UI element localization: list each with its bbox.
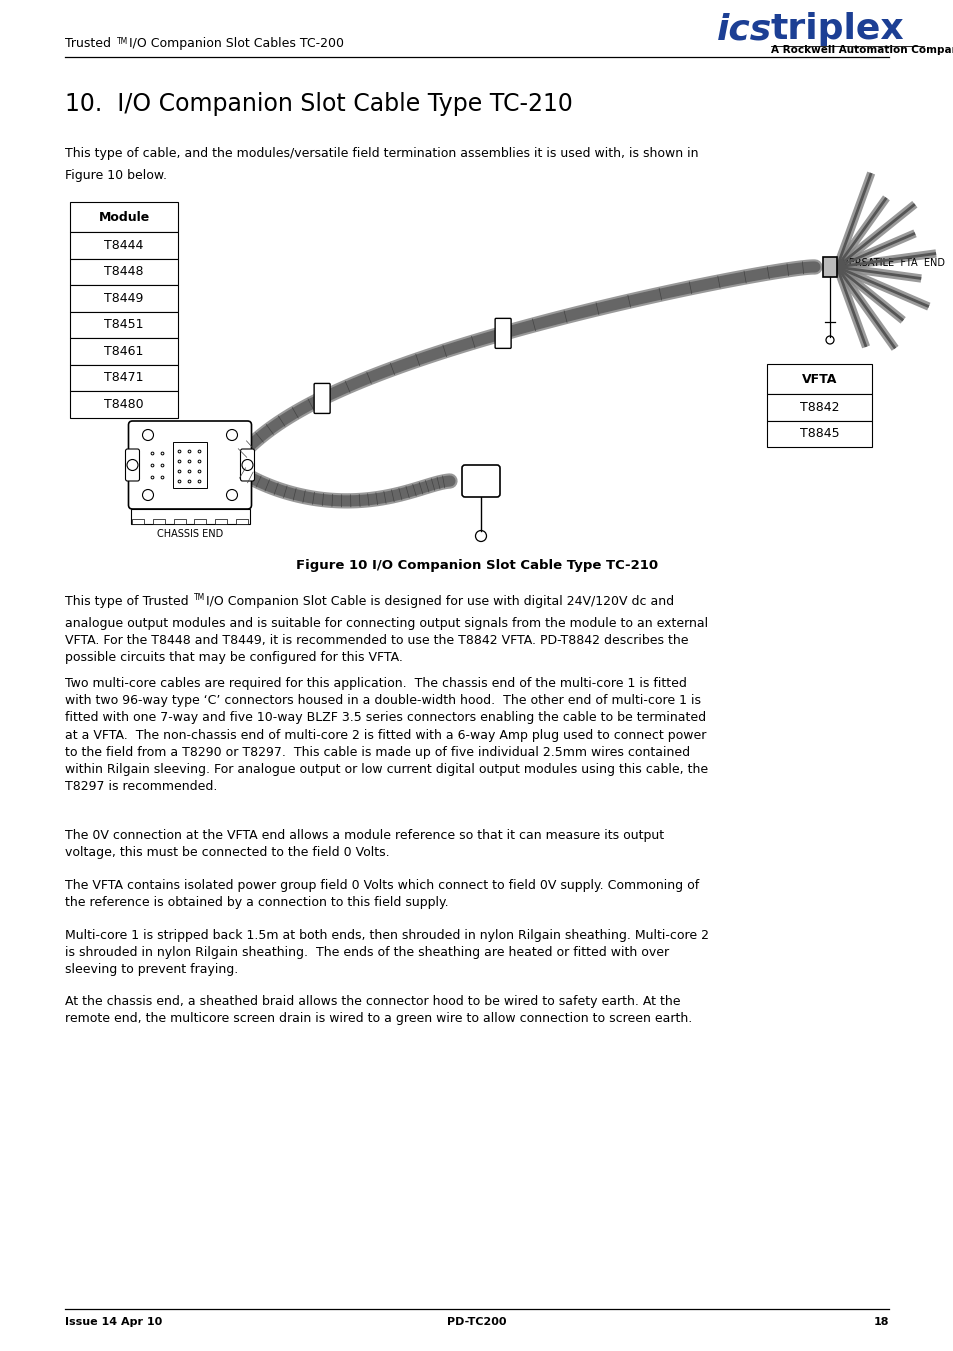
FancyBboxPatch shape [126,449,139,481]
FancyBboxPatch shape [129,422,252,509]
FancyBboxPatch shape [495,319,511,349]
Text: T8461: T8461 [104,345,144,358]
Text: This type of Trusted: This type of Trusted [65,594,189,608]
Text: VFTA: VFTA [801,373,837,385]
Text: Figure 10 below.: Figure 10 below. [65,169,167,182]
FancyBboxPatch shape [822,257,836,277]
Text: Module: Module [98,211,150,223]
Text: CHASSIS END: CHASSIS END [156,530,223,539]
Text: ics: ics [717,12,771,46]
Text: TM: TM [116,36,128,46]
FancyBboxPatch shape [240,449,254,481]
Text: 10.  I/O Companion Slot Cable Type TC-210: 10. I/O Companion Slot Cable Type TC-210 [65,92,572,116]
Bar [70,203,178,232]
Bar [70,390,178,417]
FancyBboxPatch shape [314,384,330,413]
Bar [132,519,143,524]
Text: T8451: T8451 [104,319,144,331]
Bar [173,519,185,524]
Bar [152,519,164,524]
Bar [70,338,178,365]
Text: I/O Companion Slot Cables TC-200: I/O Companion Slot Cables TC-200 [125,36,343,50]
Text: Two multi-core cables are required for this application.  The chassis end of the: Two multi-core cables are required for t… [65,677,707,793]
Text: I/O Companion Slot Cable is designed for use with digital 24V/120V dc and: I/O Companion Slot Cable is designed for… [201,594,673,608]
Text: PD-TC200: PD-TC200 [447,1317,506,1327]
Bar [70,365,178,390]
Text: T8444: T8444 [104,239,144,251]
Bar [172,442,207,488]
Text: 18: 18 [873,1317,888,1327]
Bar [766,420,871,447]
Text: A Rockwell Automation Company: A Rockwell Automation Company [770,45,953,55]
Text: This type of cable, and the modules/versatile field termination assemblies it is: This type of cable, and the modules/vers… [65,147,698,159]
FancyBboxPatch shape [461,465,499,497]
Text: analogue output modules and is suitable for connecting output signals from the m: analogue output modules and is suitable … [65,616,707,663]
Text: TM: TM [193,593,205,601]
Text: The VFTA contains isolated power group field 0 Volts which connect to field 0V s: The VFTA contains isolated power group f… [65,880,699,909]
Text: At the chassis end, a sheathed braid allows the connector hood to be wired to sa: At the chassis end, a sheathed braid all… [65,994,692,1025]
Bar [70,312,178,338]
Text: T8449: T8449 [104,292,144,305]
Bar [70,258,178,285]
Text: Figure 10 I/O Companion Slot Cable Type TC-210: Figure 10 I/O Companion Slot Cable Type … [295,559,658,571]
Text: The 0V connection at the VFTA end allows a module reference so that it can measu: The 0V connection at the VFTA end allows… [65,830,663,859]
Text: triplex: triplex [770,12,903,46]
Bar [70,285,178,312]
Text: Issue 14 Apr 10: Issue 14 Apr 10 [65,1317,162,1327]
Text: VERSATILE  FTA  END: VERSATILE FTA END [841,258,944,267]
Bar [215,519,227,524]
Text: Multi-core 1 is stripped back 1.5m at both ends, then shrouded in nylon Rilgain : Multi-core 1 is stripped back 1.5m at bo… [65,929,708,977]
Bar [131,509,250,524]
Text: T8471: T8471 [104,372,144,384]
Bar [766,394,871,420]
Text: Trusted: Trusted [65,36,111,50]
Text: T8480: T8480 [104,397,144,411]
Bar [236,519,248,524]
Text: T8842: T8842 [799,401,839,413]
Bar [766,363,871,394]
Text: T8845: T8845 [799,427,839,440]
Bar [70,232,178,258]
Bar [194,519,206,524]
Text: T8448: T8448 [104,265,144,278]
